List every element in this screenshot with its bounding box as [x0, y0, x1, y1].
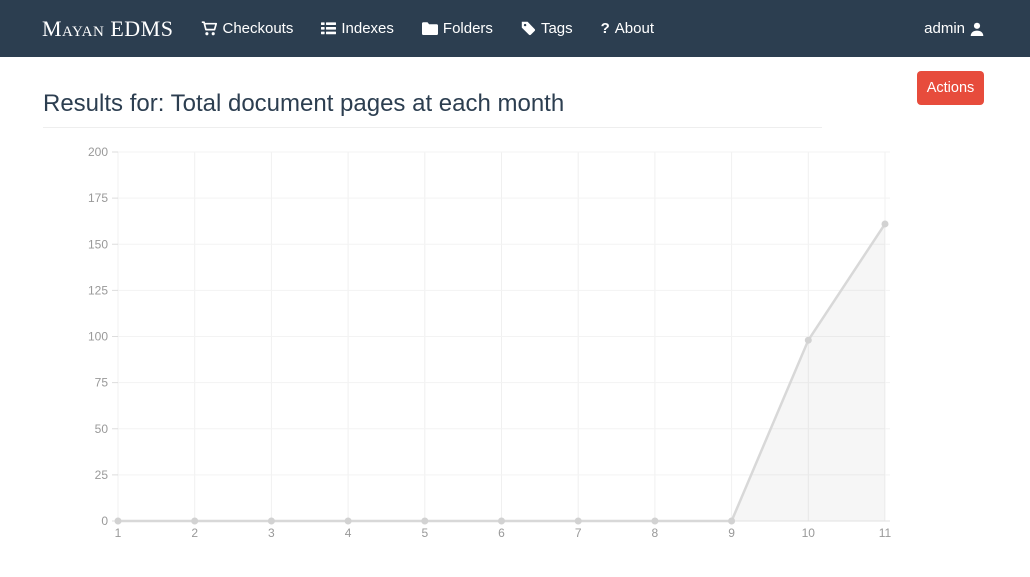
nav-item-about[interactable]: ? About [587, 0, 668, 57]
svg-text:1: 1 [115, 526, 122, 540]
svg-text:8: 8 [652, 526, 659, 540]
svg-text:9: 9 [728, 526, 735, 540]
svg-text:2: 2 [191, 526, 198, 540]
chart-data-point [881, 220, 889, 228]
svg-text:5: 5 [421, 526, 428, 540]
user-menu[interactable]: admin [924, 20, 984, 37]
main-nav: Checkouts Indexes Folders [187, 0, 668, 57]
top-navbar: Mayan EDMS Checkouts Indexes [0, 0, 1030, 57]
app-logo[interactable]: Mayan EDMS [42, 15, 174, 41]
actions-button[interactable]: Actions [917, 71, 984, 105]
chart-data-point [651, 517, 659, 525]
chart-area: 1 2 3 4 5 6 7 8 9 10 11 0 25 50 75 100 125 150 175 200 [83, 139, 1030, 554]
svg-text:3: 3 [268, 526, 275, 540]
chart-data-point [114, 517, 122, 525]
tag-icon [521, 21, 536, 36]
nav-item-label: Indexes [341, 20, 394, 37]
svg-text:6: 6 [498, 526, 505, 540]
title-divider [43, 127, 822, 128]
svg-text:0: 0 [101, 514, 108, 528]
chart-data-point [804, 336, 812, 344]
svg-text:75: 75 [95, 376, 109, 390]
chart-data-point [574, 517, 582, 525]
shopping-cart-icon [201, 21, 218, 36]
nav-item-tags[interactable]: Tags [507, 0, 587, 57]
svg-text:11: 11 [879, 526, 892, 540]
nav-item-label: Checkouts [222, 20, 294, 37]
folder-icon [421, 22, 438, 35]
svg-text:200: 200 [88, 145, 108, 159]
svg-text:125: 125 [88, 283, 108, 297]
svg-text:4: 4 [345, 526, 352, 540]
user-menu-label: admin [924, 20, 965, 37]
chart-data-point [191, 517, 199, 525]
svg-text:10: 10 [802, 526, 816, 540]
svg-text:7: 7 [575, 526, 582, 540]
chart-data-point [498, 517, 505, 525]
list-icon [321, 22, 337, 35]
nav-item-indexes[interactable]: Indexes [307, 0, 408, 57]
svg-text:175: 175 [88, 191, 108, 205]
svg-text:50: 50 [95, 422, 109, 436]
nav-item-checkouts[interactable]: Checkouts [187, 0, 307, 57]
chart-data-point [421, 517, 429, 525]
nav-item-label: Folders [442, 20, 493, 37]
nav-item-folders[interactable]: Folders [408, 0, 507, 57]
chart-data-point [728, 517, 736, 525]
nav-item-label: About [614, 20, 654, 37]
svg-text:150: 150 [88, 237, 108, 251]
nav-item-label: Tags [540, 20, 573, 37]
user-icon [970, 22, 984, 36]
page-title: Results for: Total document pages at eac… [43, 90, 565, 117]
svg-text:25: 25 [95, 468, 109, 482]
chart-data-point [344, 517, 352, 525]
page-content: Actions Results for: Total document page… [0, 57, 1030, 554]
chart-data-point [267, 517, 275, 525]
svg-text:100: 100 [88, 330, 108, 344]
chart-svg: 1 2 3 4 5 6 7 8 9 10 11 0 25 50 75 100 125 150 175 200 [88, 145, 892, 540]
question-icon: ? [600, 20, 610, 37]
